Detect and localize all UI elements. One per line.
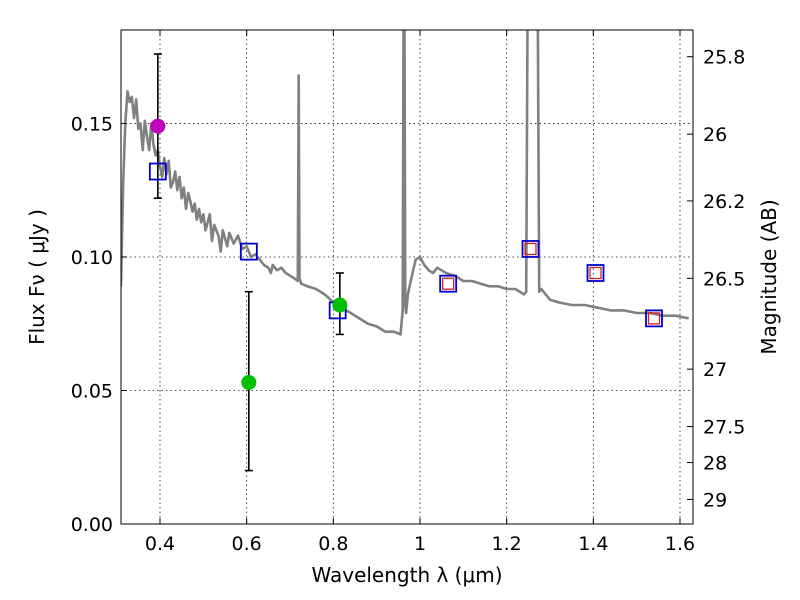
y-axis-label: Flux Fν ( μJy ) [25, 209, 49, 345]
x-tick-label: 1.6 [665, 533, 695, 555]
x-tick-label: 0.8 [318, 533, 348, 555]
y-tick-label: 0.15 [71, 113, 113, 135]
x-tick-label: 0.4 [145, 533, 175, 555]
band-square-inner [442, 277, 455, 290]
measured-point [150, 118, 166, 134]
right-axis-label: Magnitude (AB) [757, 199, 781, 354]
band-square [586, 264, 605, 282]
x-tick-label: 1 [414, 533, 426, 555]
right-tick-label: 26.5 [703, 268, 745, 290]
band-square [148, 162, 167, 181]
right-tick-label: 28 [703, 453, 727, 475]
band-square-inner [647, 312, 661, 325]
x-axis-label: Wavelength λ (μm) [311, 563, 502, 587]
band-square [521, 240, 540, 258]
right-tick-label: 25.8 [703, 47, 745, 69]
y-tick-label: 0.00 [71, 514, 113, 536]
points-layer [148, 53, 663, 472]
right-tick-label: 26 [703, 124, 727, 146]
right-tick-label: 27 [703, 359, 727, 381]
y-tick-label: 0.05 [71, 380, 113, 402]
band-square-inner [524, 242, 537, 256]
right-tick-label: 29 [703, 489, 727, 511]
x-tick-label: 1.4 [578, 533, 608, 555]
ticks: 0.4 0.6 0.8 1 1.2 1.4 1.6 0.00 0.05 0.10 0.15 25.8 2… [71, 30, 745, 555]
x-tick-label: 1.2 [492, 533, 522, 555]
measured-point [332, 297, 348, 313]
y-tick-label: 0.10 [71, 247, 113, 269]
band-square [439, 274, 458, 293]
right-tick-label: 26.2 [703, 191, 745, 213]
measured-point [241, 374, 257, 390]
right-tick-label: 27.5 [703, 417, 745, 439]
band-square [239, 242, 258, 261]
plot-frame [120, 29, 694, 525]
band-square-inner [589, 266, 602, 280]
band-square [645, 309, 663, 328]
x-tick-label: 0.6 [232, 533, 262, 555]
